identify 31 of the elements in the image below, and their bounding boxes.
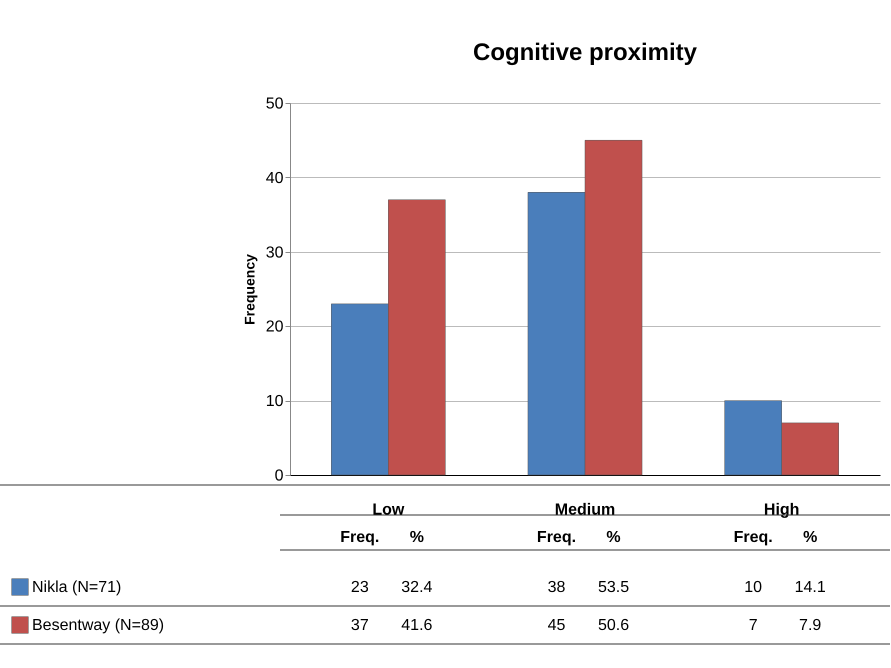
y-tick-label: 20	[266, 318, 284, 336]
y-tick-label: 0	[274, 468, 284, 484]
chart-title: Cognitive proximity	[472, 39, 698, 66]
y-axis-title: Frequency	[242, 254, 258, 325]
legend-label: Nikla (N=71)	[32, 579, 122, 596]
text: 14.1	[794, 579, 826, 596]
data-label: 7	[748, 617, 758, 634]
text: 53.5	[598, 579, 630, 596]
data-label: 38	[548, 579, 566, 596]
data-label: 10	[744, 579, 762, 596]
y-tick-label: 40	[266, 170, 284, 187]
text: 7.9	[799, 617, 822, 634]
text: %	[410, 529, 424, 546]
x-tick-label: High	[764, 502, 800, 518]
text: 41.6	[401, 617, 433, 634]
text: %	[606, 529, 621, 546]
data-label: 23	[350, 579, 369, 596]
text: 50.6	[598, 617, 630, 634]
y-tick-label: 30	[266, 244, 284, 262]
y-tick-label: 10	[266, 393, 284, 410]
text: Freq.	[734, 529, 773, 546]
y-tick-label: 50	[266, 96, 284, 112]
x-tick-label: Low	[372, 502, 405, 518]
text: Freq.	[340, 529, 380, 546]
text: 32.4	[401, 579, 433, 596]
legend-label: Besentway (N=89)	[32, 617, 164, 634]
x-tick-label: Medium	[554, 502, 616, 518]
text: %	[803, 529, 818, 546]
data-label: 37	[350, 617, 369, 634]
data-label: 45	[548, 617, 566, 634]
text: Freq.	[536, 529, 576, 546]
